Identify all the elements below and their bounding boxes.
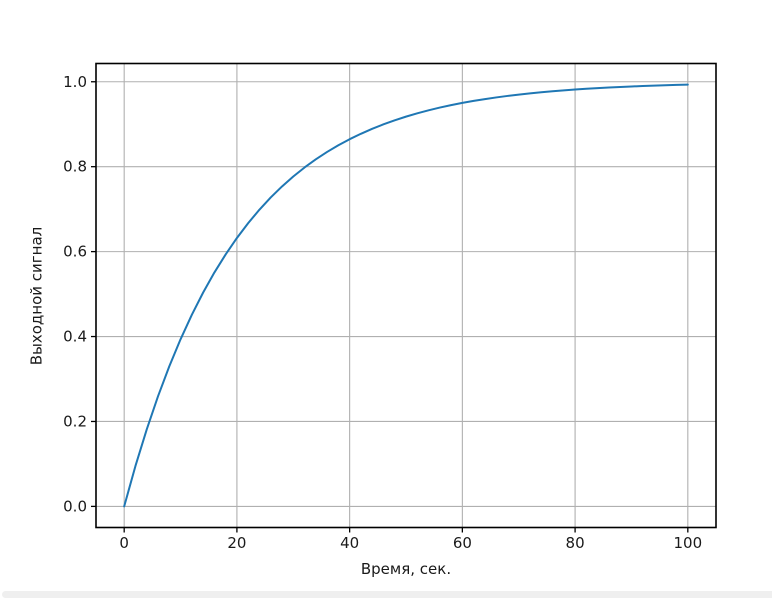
y-tick-label: 1.0 <box>63 73 87 91</box>
x-tick-label: 40 <box>340 534 359 552</box>
x-tick-label: 0 <box>119 534 129 552</box>
window-bottom-bar <box>2 591 772 598</box>
signal-curve <box>123 83 689 508</box>
y-tick-label: 0.2 <box>63 412 87 430</box>
y-tick-label: 0.0 <box>63 497 87 515</box>
x-axis-label: Время, сек. <box>360 560 452 578</box>
y-tick-label: 0.4 <box>63 328 87 346</box>
x-tick-label: 80 <box>566 534 585 552</box>
x-tick-label: 60 <box>453 534 472 552</box>
axes-frame <box>95 62 717 529</box>
y-tick-label: 0.8 <box>63 158 87 176</box>
y-tick-label: 0.6 <box>63 243 87 261</box>
x-tick-label: 100 <box>673 534 702 552</box>
x-tick-label: 20 <box>227 534 246 552</box>
y-axis-label: Выходной сигнал <box>27 226 46 366</box>
